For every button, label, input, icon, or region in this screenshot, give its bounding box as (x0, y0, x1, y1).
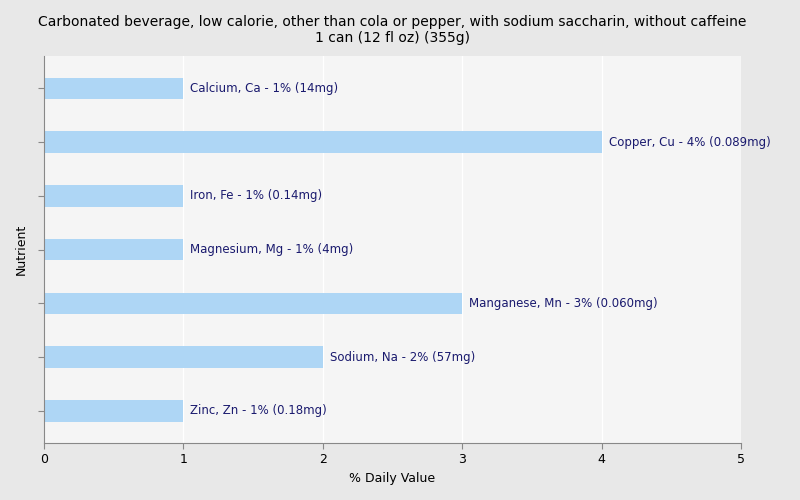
Text: Zinc, Zn - 1% (0.18mg): Zinc, Zn - 1% (0.18mg) (190, 404, 327, 417)
Bar (44, 292, 462, 314)
Text: Sodium, Na - 2% (57mg): Sodium, Na - 2% (57mg) (330, 350, 475, 364)
Text: Manganese, Mn - 3% (0.060mg): Manganese, Mn - 3% (0.060mg) (469, 297, 658, 310)
Bar (44, 185, 183, 206)
Text: Calcium, Ca - 1% (14mg): Calcium, Ca - 1% (14mg) (190, 82, 338, 95)
Y-axis label: Nutrient: Nutrient (15, 224, 28, 275)
Bar (44, 78, 183, 99)
X-axis label: % Daily Value: % Daily Value (350, 472, 435, 485)
Bar (44, 239, 183, 260)
Text: Magnesium, Mg - 1% (4mg): Magnesium, Mg - 1% (4mg) (190, 243, 354, 256)
Text: Copper, Cu - 4% (0.089mg): Copper, Cu - 4% (0.089mg) (609, 136, 770, 148)
Bar (44, 400, 183, 421)
Bar (44, 346, 323, 368)
Text: Iron, Fe - 1% (0.14mg): Iron, Fe - 1% (0.14mg) (190, 190, 322, 202)
Bar (44, 132, 602, 153)
Title: Carbonated beverage, low calorie, other than cola or pepper, with sodium sacchar: Carbonated beverage, low calorie, other … (38, 15, 746, 45)
